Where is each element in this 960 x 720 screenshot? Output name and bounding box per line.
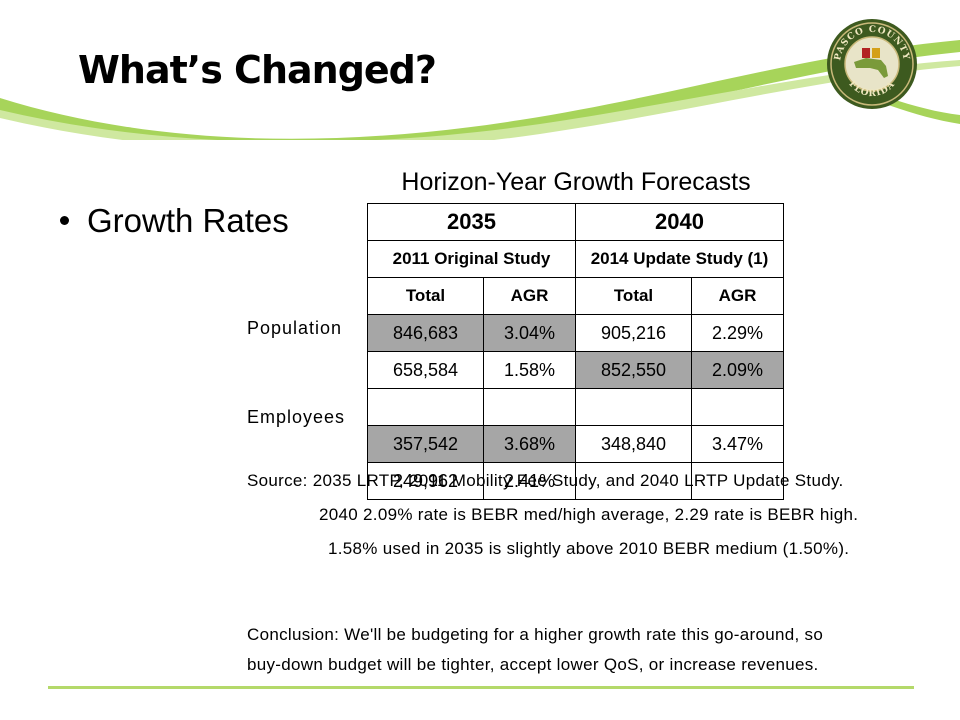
table-cell: 3.47% (691, 425, 784, 463)
bullet-item: Growth Rates (60, 202, 289, 240)
year-header: 2040 (575, 203, 784, 241)
table-cell: 2.29% (691, 314, 784, 352)
table-cell: 348,840 (575, 425, 692, 463)
slide-title: What’s Changed? (78, 48, 437, 92)
table-cell: 2.41% (483, 462, 576, 500)
table-row: 658,584 1.58% 852,550 2.09% (367, 351, 784, 389)
column-header: AGR (483, 277, 576, 315)
table-cell: 846,683 (367, 314, 484, 352)
table-header-row: 2035 2040 (367, 203, 784, 241)
study-header: 2014 Update Study (1) (575, 240, 784, 278)
footnote: 1.58% used in 2035 is slightly above 201… (328, 539, 850, 558)
table-cell: 3.68% (483, 425, 576, 463)
table-cell: 1.58% (483, 351, 576, 389)
study-header: 2011 Original Study (367, 240, 576, 278)
row-label-population: Population (247, 318, 343, 338)
column-header: AGR (691, 277, 784, 315)
table-row: 249,962 2.41% (367, 462, 784, 500)
column-header: Total (367, 277, 484, 315)
table-row: 357,542 3.68% 348,840 3.47% (367, 425, 784, 463)
footnote: 2040 2.09% rate is BEBR med/high average… (319, 505, 859, 524)
table-cell: 852,550 (575, 351, 692, 389)
table-cell (691, 462, 784, 500)
table-cell: 249,962 (367, 462, 484, 500)
table-cell: 2.09% (691, 351, 784, 389)
table-cell (367, 388, 484, 426)
header-swoosh (0, 40, 960, 140)
bullet-text: Growth Rates (87, 202, 289, 239)
table-cell: 3.04% (483, 314, 576, 352)
source-note: Source: 2035 LRTP, 2011 Mobility Fee Stu… (247, 471, 844, 490)
table-cell: 357,542 (367, 425, 484, 463)
table-title: Horizon-Year Growth Forecasts (401, 168, 751, 196)
year-header: 2035 (367, 203, 576, 241)
pasco-county-seal-logo: PASCO COUNTY FLORIDA (827, 19, 917, 109)
table-cell (483, 388, 576, 426)
column-header: Total (575, 277, 692, 315)
table-row: 846,683 3.04% 905,216 2.29% (367, 314, 784, 352)
table-cell (575, 462, 692, 500)
table-header-row: 2011 Original Study 2014 Update Study (1… (367, 240, 784, 278)
conclusion-line: buy-down budget will be tighter, accept … (247, 655, 819, 674)
table-row (367, 388, 784, 426)
table-cell (691, 388, 784, 426)
conclusion-line: Conclusion: We'll be budgeting for a hig… (247, 625, 824, 644)
table-header-row: Total AGR Total AGR (367, 277, 784, 315)
growth-forecast-table: 2035 2040 2011 Original Study 2014 Updat… (367, 203, 784, 500)
row-label-employees: Employees (247, 407, 346, 427)
table-cell: 905,216 (575, 314, 692, 352)
footer-divider (48, 686, 914, 689)
table-cell: 658,584 (367, 351, 484, 389)
bullet-dot-icon (60, 215, 69, 225)
table-cell (575, 388, 692, 426)
